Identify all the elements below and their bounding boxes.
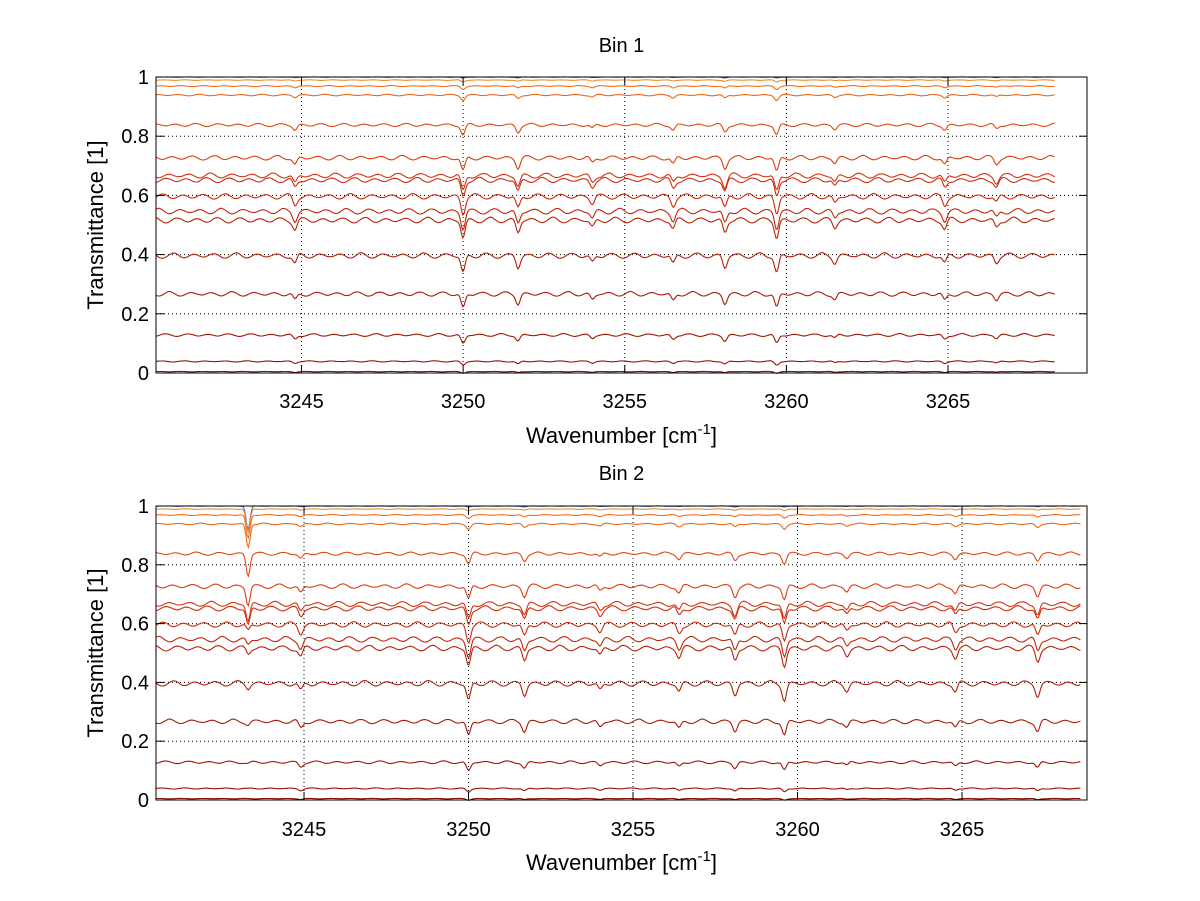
series-line	[155, 718, 1081, 736]
series-line	[155, 216, 1055, 240]
x-tick-label: 3245	[279, 391, 324, 413]
y-tick-label: 0	[138, 790, 149, 812]
series-line	[155, 360, 1055, 366]
y-tick-label: 1	[138, 496, 149, 518]
x-tick-label: 3260	[775, 819, 820, 841]
panel-bin-1: Bin 1 3245 3250 3255 3260 3265 0 0.2 0.4 0.6 0.8 1 W…	[83, 35, 1088, 448]
chart-title: Bin 2	[599, 463, 645, 485]
x-tick-label: 3255	[602, 391, 647, 413]
y-axis-label: Transmittance [1]	[83, 140, 108, 309]
series-line	[155, 176, 1055, 197]
y-tick-label: 0.4	[121, 672, 149, 694]
x-tick-label: 3250	[446, 819, 491, 841]
y-tick-label: 0.4	[121, 245, 149, 267]
series-line	[155, 600, 1081, 623]
series-line	[155, 154, 1055, 171]
series-line	[155, 172, 1055, 191]
series-line	[155, 583, 1081, 607]
series-line	[155, 621, 1081, 645]
series-line	[155, 551, 1081, 578]
y-tick-label: 0.2	[121, 304, 149, 326]
series-line	[155, 207, 1055, 232]
x-tick-label: 3250	[441, 391, 486, 413]
x-tick-label: 3255	[611, 819, 656, 841]
series-line	[155, 787, 1081, 793]
chart-title: Bin 1	[599, 35, 645, 57]
series-line	[155, 508, 1081, 534]
y-tick-label: 0.8	[121, 555, 149, 577]
plot-frame	[155, 76, 1088, 374]
y-tick-label: 0.8	[121, 126, 149, 148]
x-tick-label: 3265	[940, 819, 985, 841]
y-tick-label: 0	[138, 363, 149, 385]
series-line	[155, 760, 1081, 772]
series-line	[156, 797, 1081, 801]
series-line	[155, 522, 1081, 550]
y-tick-label: 0.6	[121, 185, 149, 207]
series-line	[155, 93, 1055, 102]
series-line	[155, 644, 1081, 669]
series-line	[155, 513, 1081, 540]
y-tick-label: 0.6	[121, 614, 149, 636]
series-line	[155, 332, 1055, 344]
series-line	[156, 79, 1055, 83]
series-line	[156, 370, 1055, 374]
series-line	[155, 679, 1081, 703]
series-line	[155, 605, 1081, 626]
x-tick-label: 3245	[282, 819, 327, 841]
x-axis-label: Wavenumber [cm-1]	[526, 848, 717, 875]
plot-frame	[155, 505, 1088, 801]
y-tick-label: 0.2	[121, 731, 149, 753]
y-tick-label: 1	[138, 67, 149, 89]
series-line	[155, 290, 1055, 308]
series-line	[155, 252, 1055, 273]
series-line	[155, 122, 1055, 136]
series-line	[155, 635, 1081, 659]
x-tick-label: 3260	[764, 391, 809, 413]
series-line	[155, 84, 1055, 91]
panel-bin-2: Bin 2 3245 3250 3255 3260 3265 0 0.2 0.4 0.6 0.8 1 W…	[83, 463, 1088, 875]
x-axis-label: Wavenumber [cm-1]	[526, 421, 717, 448]
series-line	[155, 192, 1055, 217]
y-axis-label: Transmittance [1]	[83, 568, 108, 737]
x-tick-label: 3265	[926, 391, 971, 413]
